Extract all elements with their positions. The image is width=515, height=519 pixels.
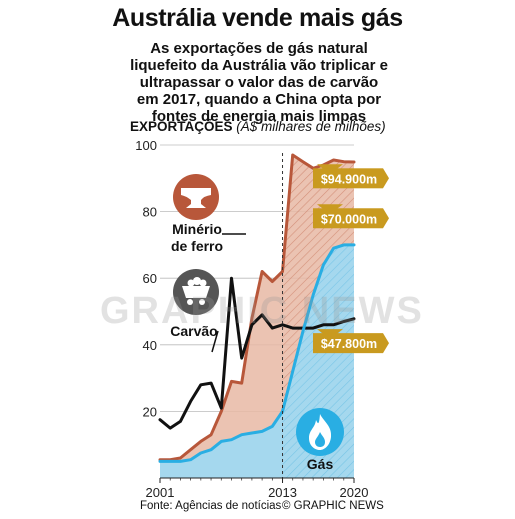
coal-value-label-text: $47.800m <box>321 337 377 351</box>
coal-value-label-tip <box>383 333 389 354</box>
y-axis-label-unit: (A$ milhares de milhões) <box>236 119 386 134</box>
y-tick-label: 40 <box>143 338 157 353</box>
gas-value-label-tip <box>383 208 389 229</box>
iron-value-label-box <box>313 168 383 189</box>
mine-cart-icon <box>182 286 210 298</box>
y-axis-label: EXPORTAÇÕES (A$ milhares de milhões) <box>130 119 386 134</box>
coal-lump <box>199 279 207 287</box>
label-layer: $94.900m $70.000m $47.800m <box>313 164 389 354</box>
gas-value-label: $70.000m <box>313 204 389 229</box>
anvil-icon <box>181 188 211 208</box>
coal-line <box>158 276 356 430</box>
flame-icon <box>309 414 332 450</box>
chart-subtitle: As exportações de gás natural liquefeito… <box>130 40 388 125</box>
gas-value-label-text: $70.000m <box>321 212 377 226</box>
coal-label: Carvão <box>170 323 217 339</box>
coal-lump <box>193 277 201 285</box>
y-tick-label: 100 <box>135 138 157 153</box>
x-tick-label: 2001 <box>146 485 175 500</box>
iron-value-label-text: $94.900m <box>321 172 377 186</box>
coal-lump <box>187 279 195 287</box>
x-tick-label: 2020 <box>340 485 369 500</box>
iron-ore-label-line2: de ferro <box>171 238 223 254</box>
y-axis-label-main: EXPORTAÇÕES <box>130 119 233 134</box>
x-tick-label: 2013 <box>268 485 297 500</box>
iron-value-label-tip <box>383 168 389 189</box>
iron-ore-label-line1: Minério <box>172 221 222 237</box>
y-tick-label: 60 <box>143 271 157 286</box>
y-tick-label: 80 <box>143 205 157 220</box>
chart-title: Austrália vende mais gás <box>112 4 403 32</box>
axis-layer: 100 80 60 40 20 2001 2013 2020 <box>135 138 368 500</box>
coal-value-label: $47.800m <box>313 329 389 354</box>
flame-icon-inner <box>315 432 325 447</box>
y-tick-label: 20 <box>143 404 157 419</box>
coal-value-label-box <box>313 333 383 354</box>
source-text: Fonte: Agências de notícias <box>140 500 282 512</box>
iron-value-label: $94.900m <box>313 164 389 189</box>
coal-leader <box>211 330 219 353</box>
mine-cart-wheel <box>199 299 205 305</box>
gas-value-label-box <box>313 208 383 229</box>
gas-label: Gás <box>307 456 334 472</box>
credit-text: © GRAPHIC NEWS <box>282 500 384 512</box>
mine-cart-wheel <box>187 299 193 305</box>
gas-line <box>158 243 356 463</box>
